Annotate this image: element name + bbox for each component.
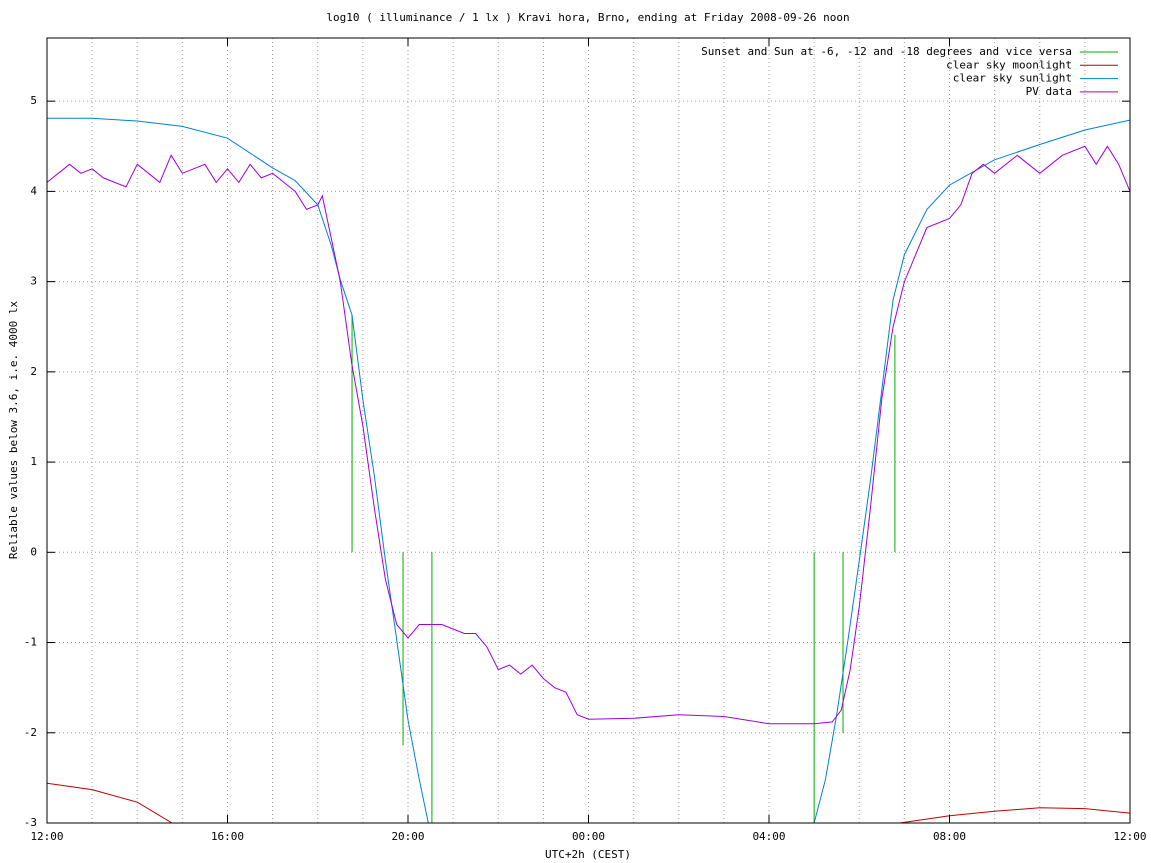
chart-title: log10 ( illuminance / 1 lx ) Kravi hora,… (326, 11, 849, 24)
x-axis-label: UTC+2h (CEST) (545, 848, 631, 861)
legend-label: PV data (1026, 85, 1072, 98)
y-tick-label: 4 (30, 184, 37, 197)
y-axis-label: Reliable values below 3.6, i.e. 4000 lx (7, 300, 20, 559)
y-tick-label: 5 (30, 94, 37, 107)
plot-area (47, 117, 1130, 823)
x-tick-label: 04:00 (752, 830, 785, 843)
series-line (47, 782, 1130, 823)
x-tick-label: 16:00 (211, 830, 244, 843)
x-tick-label: 08:00 (933, 830, 966, 843)
y-tick-label: 3 (30, 275, 37, 288)
legend-label: Sunset and Sun at -6, -12 and -18 degree… (701, 45, 1072, 58)
x-tick-label: 00:00 (572, 830, 605, 843)
y-tick-label: 0 (30, 545, 37, 558)
grid (47, 38, 1130, 823)
series-line (47, 145, 1130, 725)
y-tick-label: -3 (24, 816, 37, 829)
x-tick-label: 20:00 (391, 830, 424, 843)
legend-label: clear sky moonlight (946, 58, 1072, 71)
y-tick-label: -1 (24, 636, 37, 649)
x-tick-label: 12:00 (30, 830, 63, 843)
y-tick-label: -2 (24, 726, 37, 739)
y-tick-label: 1 (30, 455, 37, 468)
legend-label: clear sky sunlight (953, 72, 1072, 85)
x-tick-label: 12:00 (1113, 830, 1146, 843)
y-tick-label: 2 (30, 365, 37, 378)
series-line (47, 117, 1130, 823)
